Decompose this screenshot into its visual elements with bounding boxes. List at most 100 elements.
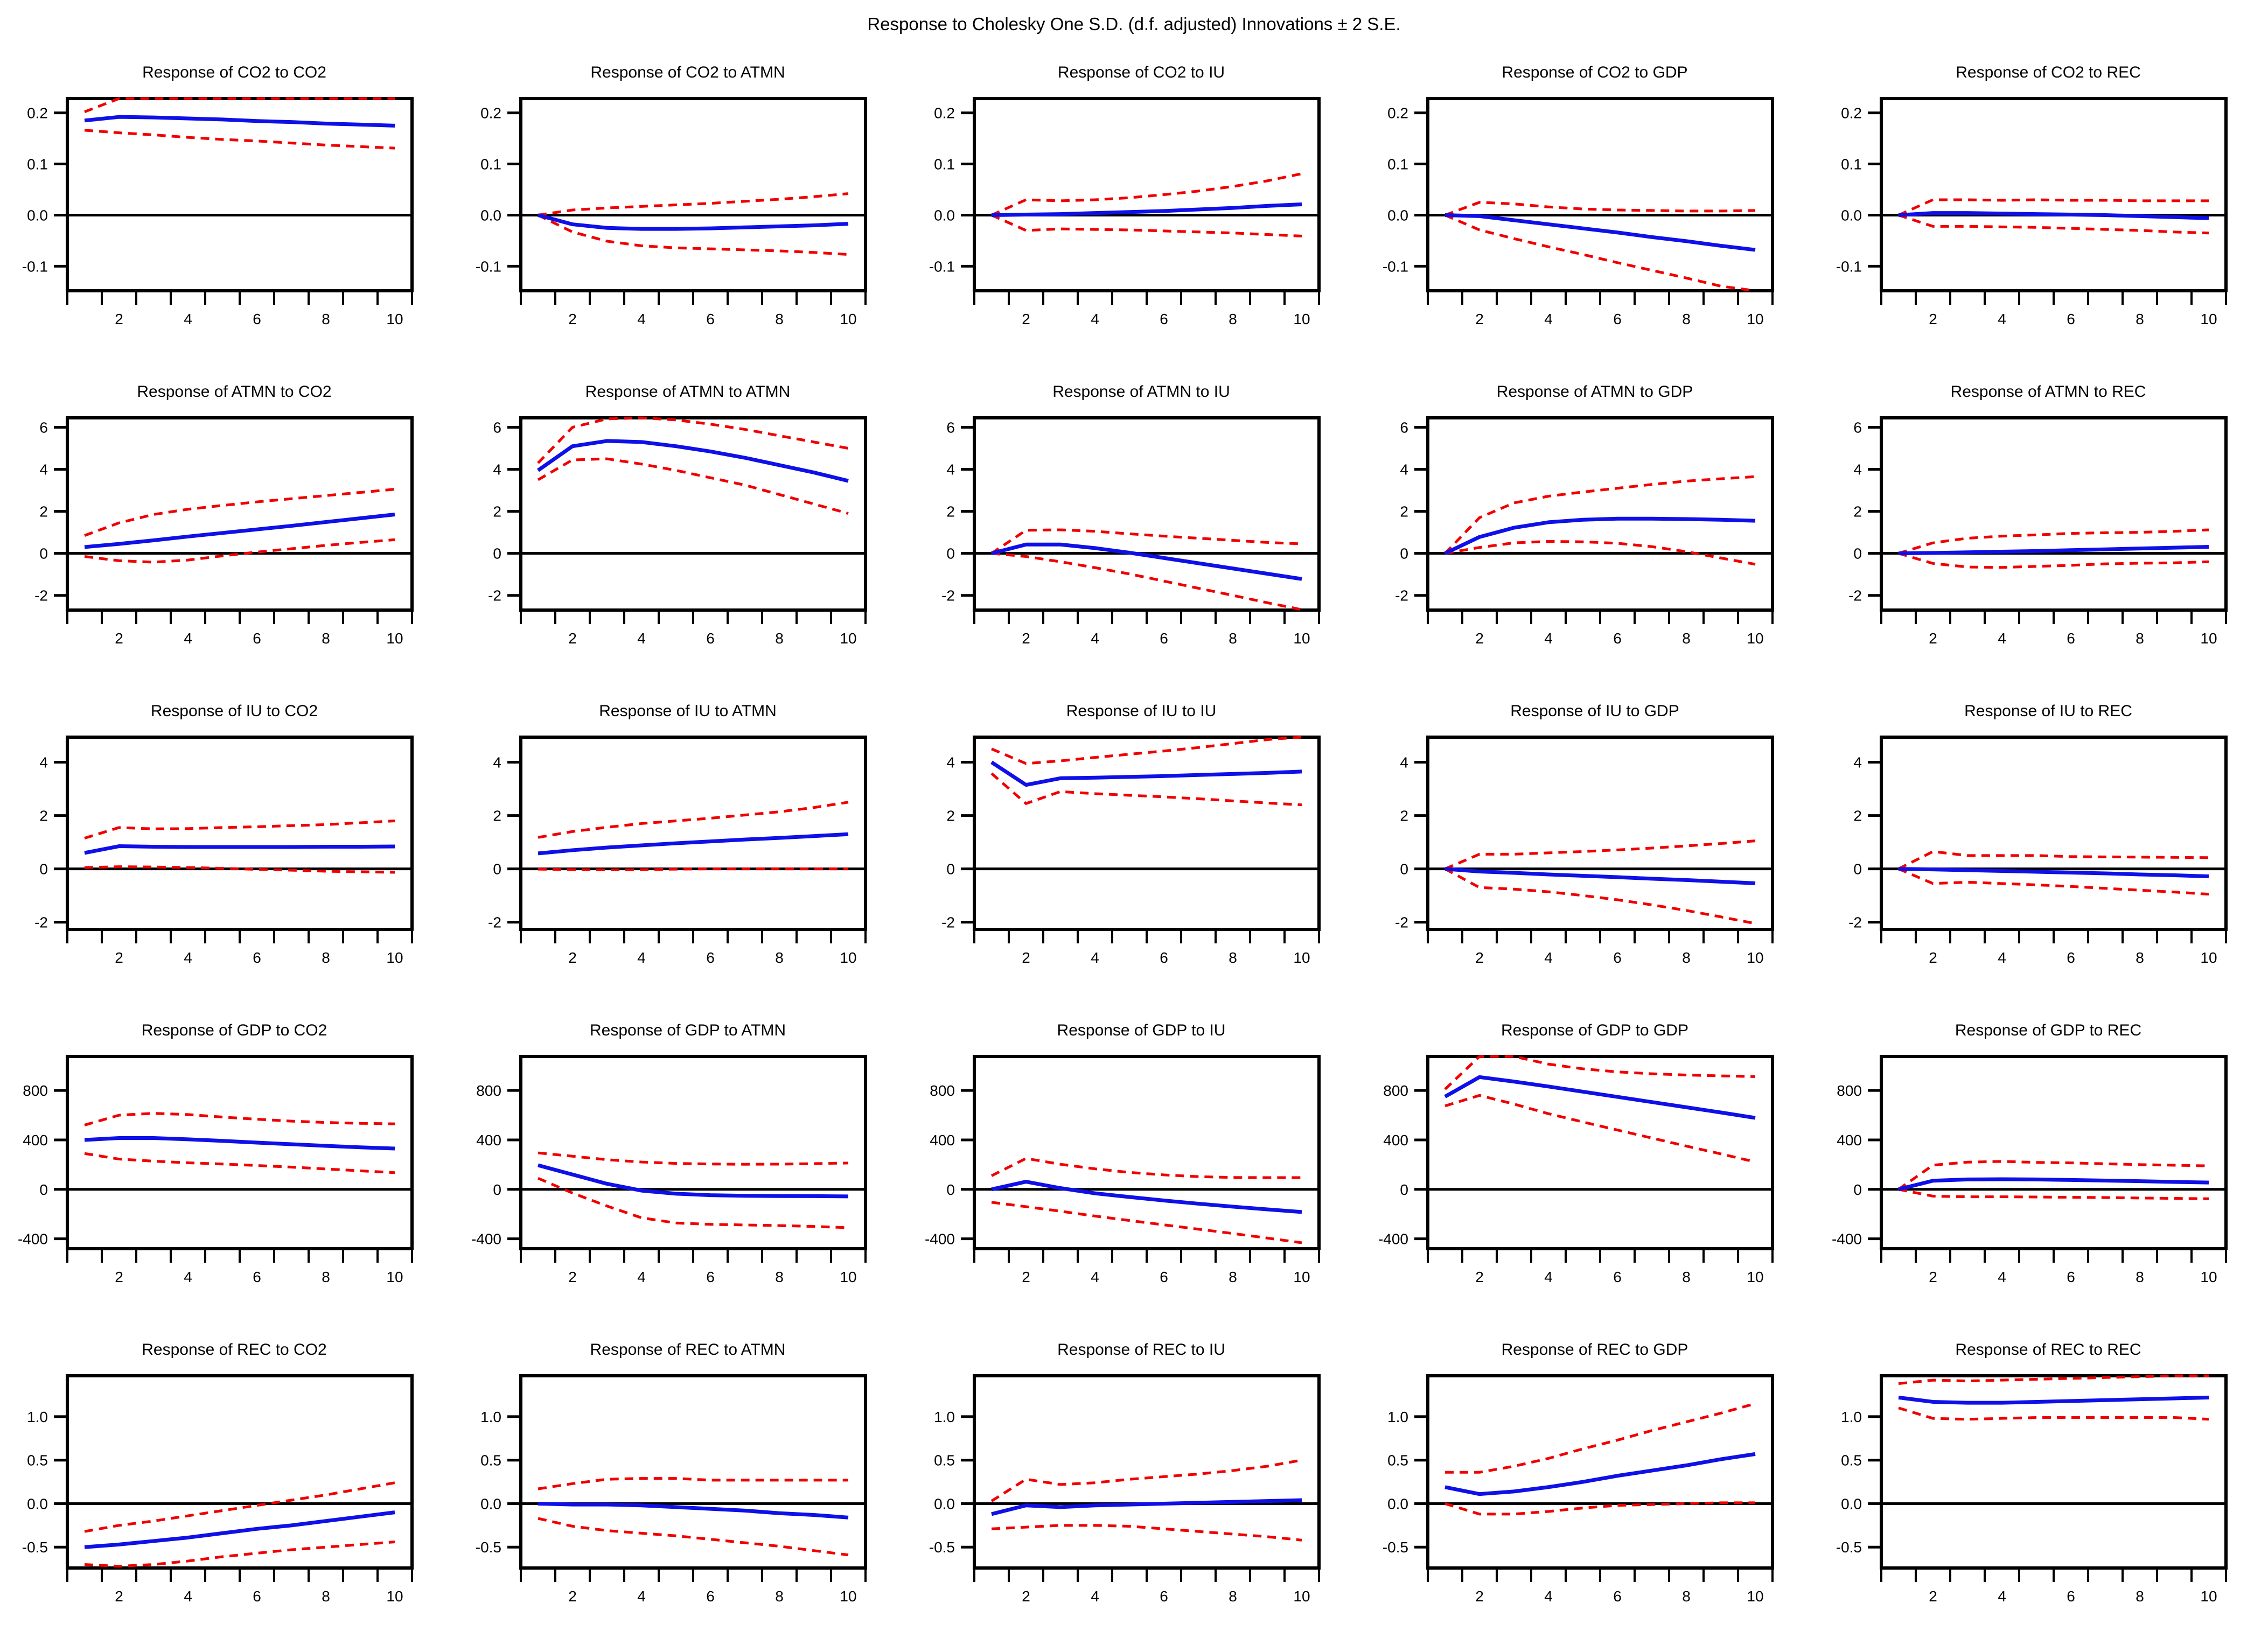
x-tick-label: 4	[1544, 630, 1553, 647]
upper_band-line	[84, 1112, 395, 1126]
y-tick-label: 0.0	[1387, 1495, 1408, 1512]
irf-panel-CO2-to-IU: Response of CO2 to IU 0.2 0.1 0.0 -0.1 2 4 6 8 10	[907, 48, 1360, 368]
y-tick-label: 0	[1400, 1181, 1408, 1198]
lower_band-line	[1898, 552, 2209, 569]
irf-plot-canvas: 800 400 0 -400 2 4 6 8 10	[1832, 1055, 2228, 1285]
y-tick-label: 2	[39, 503, 48, 520]
lower_band-line	[1898, 1188, 2209, 1200]
panel-title: Response of ATMN to REC	[1950, 383, 2146, 401]
y-tick-label: 0.0	[1841, 207, 1862, 223]
irf-plot-canvas: 800 400 0 -400 2 4 6 8 10	[471, 1055, 867, 1285]
upper_band-line	[990, 1157, 1302, 1179]
irf-panel-CO2-to-ATMN: Response of CO2 to ATMN 0.2 0.1 0.0 -0.1 2 4 6 8…	[453, 48, 907, 368]
y-tick-label: -0.1	[929, 258, 955, 275]
upper_band-line	[84, 488, 395, 537]
lower_band-line	[84, 1541, 395, 1568]
lower_band-line	[991, 1201, 1302, 1244]
irf-plot-canvas: 6 4 2 0 -2 2 4 6 8 10	[1848, 416, 2228, 647]
x-tick-label: 4	[1998, 1269, 2006, 1285]
panel-title: Response of ATMN to GDP	[1496, 383, 1693, 401]
x-tick-label: 8	[322, 1588, 330, 1605]
irf-plot-canvas: 4 2 0 -2 2 4 6 8 10	[1395, 736, 1774, 966]
panel-title: Response of CO2 to GDP	[1502, 64, 1688, 81]
x-tick-label: 6	[1160, 311, 1168, 327]
x-tick-label: 8	[775, 1588, 784, 1605]
plot-frame	[973, 416, 1321, 612]
y-tick-label: 0.1	[27, 156, 48, 173]
x-tick-label: 6	[2067, 630, 2075, 647]
x-tick-label: 6	[253, 1269, 261, 1285]
upper_band-line	[1898, 1374, 2209, 1385]
y-tick-label: 400	[476, 1132, 501, 1149]
x-tick-label: 2	[115, 630, 123, 647]
plot-frame	[66, 736, 414, 931]
plot-frame	[1426, 1055, 1774, 1250]
x-tick-label: 10	[840, 949, 856, 966]
y-tick-label: 4	[946, 754, 955, 771]
x-tick-label: 10	[840, 1269, 856, 1285]
lower_band-line	[84, 538, 395, 564]
x-tick-label: 6	[706, 949, 715, 966]
lower_band-line	[991, 1524, 1302, 1542]
plot-frame	[519, 1055, 867, 1250]
panel-title: Response of CO2 to ATMN	[590, 64, 785, 81]
x-tick-label: 10	[1293, 1269, 1310, 1285]
x-tick-label: 10	[386, 1269, 403, 1285]
x-tick-label: 4	[1998, 949, 2006, 966]
x-tick-label: 4	[637, 630, 646, 647]
x-tick-label: 8	[1682, 630, 1691, 647]
x-tick-label: 2	[568, 630, 577, 647]
panel-title: Response of IU to REC	[1964, 702, 2132, 720]
irf-plot-canvas: 6 4 2 0 -2 2 4 6 8 10	[1395, 416, 1774, 647]
x-tick-label: 4	[184, 311, 192, 327]
y-tick-label: 2	[946, 808, 955, 824]
response-line	[990, 760, 1302, 787]
upper_band-line	[84, 97, 395, 114]
x-tick-label: 8	[1229, 949, 1237, 966]
x-tick-label: 8	[2136, 1269, 2144, 1285]
upper_band-line	[538, 801, 849, 839]
panel-title: Response of CO2 to IU	[1057, 64, 1225, 81]
lower_band-line	[1898, 867, 2209, 896]
x-tick-label: 10	[386, 630, 403, 647]
y-tick-label: -0.1	[1383, 258, 1408, 275]
upper_band-line	[84, 819, 395, 840]
irf-panel-GDP-to-CO2: Response of GDP to CO2 800 400 0 -400 2 4 6 8 10	[0, 1006, 453, 1326]
y-tick-label: 0.5	[27, 1452, 48, 1469]
y-tick-label: 0.0	[27, 207, 48, 223]
irf-plot-canvas: 4 2 0 -2 2 4 6 8 10	[1848, 736, 2228, 966]
plot-frame	[519, 416, 867, 612]
plot-frame	[1880, 416, 2228, 612]
irf-panel-ATMN-to-GDP: Response of ATMN to GDP 6 4 2 0 -2 2 4 6 8 10	[1360, 368, 1814, 687]
y-tick-label: 0	[1400, 861, 1408, 878]
y-tick-label: 0.5	[1841, 1452, 1862, 1469]
y-tick-label: 0.0	[1841, 1495, 1862, 1512]
panel-title: Response of CO2 to CO2	[142, 64, 326, 81]
irf-panel-GDP-to-REC: Response of GDP to REC 800 400 0 -400 2 4 6 8 10	[1814, 1006, 2267, 1326]
upper_band-line	[990, 172, 1302, 216]
x-tick-label: 4	[1091, 1588, 1099, 1605]
response-line	[84, 115, 395, 128]
panel-title: Response of GDP to REC	[1955, 1021, 2142, 1039]
upper_band-line	[84, 1481, 395, 1533]
lower_band-line	[538, 1517, 849, 1557]
plot-frame	[519, 1374, 867, 1570]
lower_band-line	[537, 214, 849, 256]
x-tick-label: 6	[1613, 1588, 1622, 1605]
y-tick-label: -2	[1395, 914, 1408, 931]
response-line	[538, 1501, 849, 1520]
plot-frame	[66, 416, 414, 612]
x-tick-label: 2	[1929, 311, 1937, 327]
y-tick-label: -400	[18, 1231, 48, 1248]
y-tick-label: 0.0	[1387, 207, 1408, 223]
response-line	[538, 213, 849, 231]
x-tick-label: 8	[1229, 630, 1237, 647]
panel-title: Response of IU to IU	[1066, 702, 1217, 720]
x-tick-label: 4	[637, 949, 646, 966]
irf-panel-REC-to-REC: Response of REC to REC 1.0 0.5 0.0 -0.5 2 4 6 8 1…	[1814, 1326, 2267, 1645]
y-tick-label: 0.1	[480, 156, 501, 173]
y-tick-label: -2	[1395, 587, 1408, 604]
y-tick-label: 0	[1853, 861, 1862, 878]
panel-title: Response of CO2 to REC	[1956, 64, 2141, 81]
x-tick-label: 10	[2200, 311, 2217, 327]
